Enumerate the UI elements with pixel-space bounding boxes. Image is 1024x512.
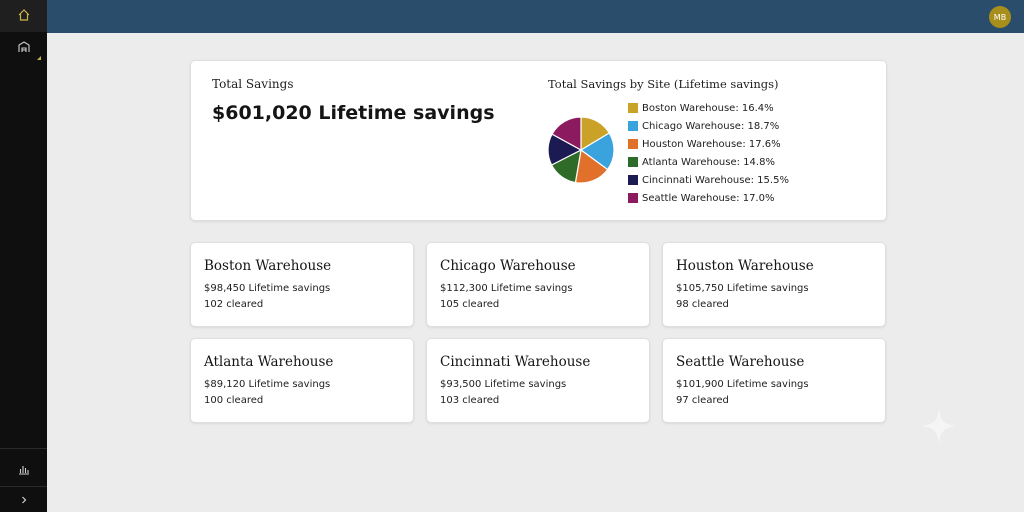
user-avatar[interactable]: MB (989, 6, 1011, 28)
site-card-seattle[interactable]: Seattle Warehouse $101,900 Lifetime savi… (662, 338, 886, 423)
legend-item: Atlanta Warehouse: 14.8% (628, 153, 789, 171)
legend-item: Boston Warehouse: 16.4% (628, 99, 789, 117)
site-name: Houston Warehouse (676, 258, 814, 274)
total-savings-value: $601,020 Lifetime savings (212, 102, 495, 124)
sidebar-item-warehouses[interactable] (0, 32, 47, 64)
site-card-cincinnati[interactable]: Cincinnati Warehouse $93,500 Lifetime sa… (426, 338, 650, 423)
legend-swatch (628, 193, 638, 203)
site-card-chicago[interactable]: Chicago Warehouse $112,300 Lifetime savi… (426, 242, 650, 327)
legend-swatch (628, 157, 638, 167)
savings-pie-chart (547, 116, 615, 184)
top-bar: MB (47, 0, 1024, 33)
site-cleared: 97 cleared (676, 395, 729, 406)
legend-item: Chicago Warehouse: 18.7% (628, 117, 789, 135)
site-name: Atlanta Warehouse (204, 354, 334, 370)
site-cleared: 98 cleared (676, 299, 729, 310)
home-icon (17, 7, 31, 26)
site-savings: $89,120 Lifetime savings (204, 379, 331, 390)
chevron-right-icon (19, 490, 29, 509)
total-savings-card: Total Savings $601,020 Lifetime savings … (190, 60, 887, 221)
legend-swatch (628, 103, 638, 113)
total-savings-label: Total Savings (212, 77, 294, 91)
legend-label: Cincinnati Warehouse: 15.5% (642, 174, 789, 186)
legend-item: Cincinnati Warehouse: 15.5% (628, 171, 789, 189)
sidebar-divider (0, 448, 47, 449)
pie-slice-chicago-warehouse (579, 132, 615, 171)
site-savings: $101,900 Lifetime savings (676, 379, 809, 390)
legend-swatch (628, 139, 638, 149)
chart-legend: Boston Warehouse: 16.4% Chicago Warehouse… (628, 99, 789, 207)
user-initials: MB (993, 12, 1007, 22)
legend-label: Chicago Warehouse: 18.7% (642, 120, 780, 132)
sidebar-expand-button[interactable] (0, 486, 47, 512)
site-name: Seattle Warehouse (676, 354, 805, 370)
legend-item: Seattle Warehouse: 17.0% (628, 189, 789, 207)
site-cleared: 105 cleared (440, 299, 500, 310)
site-name: Cincinnati Warehouse (440, 354, 591, 370)
site-cleared: 103 cleared (440, 395, 500, 406)
site-card-boston[interactable]: Boston Warehouse $98,450 Lifetime saving… (190, 242, 414, 327)
bar-chart-icon (17, 461, 31, 480)
site-name: Boston Warehouse (204, 258, 332, 274)
legend-label: Houston Warehouse: 17.6% (642, 138, 781, 150)
legend-label: Seattle Warehouse: 17.0% (642, 192, 775, 204)
sparkle-icon (922, 407, 956, 445)
legend-item: Houston Warehouse: 17.6% (628, 135, 789, 153)
legend-label: Atlanta Warehouse: 14.8% (642, 156, 775, 168)
sidebar-divider (0, 486, 47, 487)
legend-swatch (628, 121, 638, 131)
site-card-atlanta[interactable]: Atlanta Warehouse $89,120 Lifetime savin… (190, 338, 414, 423)
pie-slice-seattle-warehouse (551, 116, 582, 152)
site-cleared: 102 cleared (204, 299, 264, 310)
warehouse-icon (17, 39, 31, 58)
expand-indicator-icon (37, 56, 41, 60)
site-card-houston[interactable]: Houston Warehouse $105,750 Lifetime savi… (662, 242, 886, 327)
site-savings: $105,750 Lifetime savings (676, 283, 809, 294)
legend-swatch (628, 175, 638, 185)
site-savings: $93,500 Lifetime savings (440, 379, 567, 390)
sidebar (0, 0, 47, 512)
legend-label: Boston Warehouse: 16.4% (642, 102, 774, 114)
sidebar-item-analytics[interactable] (0, 454, 47, 486)
site-name: Chicago Warehouse (440, 258, 576, 274)
site-cleared: 100 cleared (204, 395, 264, 406)
site-savings: $98,450 Lifetime savings (204, 283, 331, 294)
sidebar-item-home[interactable] (0, 0, 47, 32)
site-savings: $112,300 Lifetime savings (440, 283, 573, 294)
chart-title: Total Savings by Site (Lifetime savings) (548, 77, 779, 91)
